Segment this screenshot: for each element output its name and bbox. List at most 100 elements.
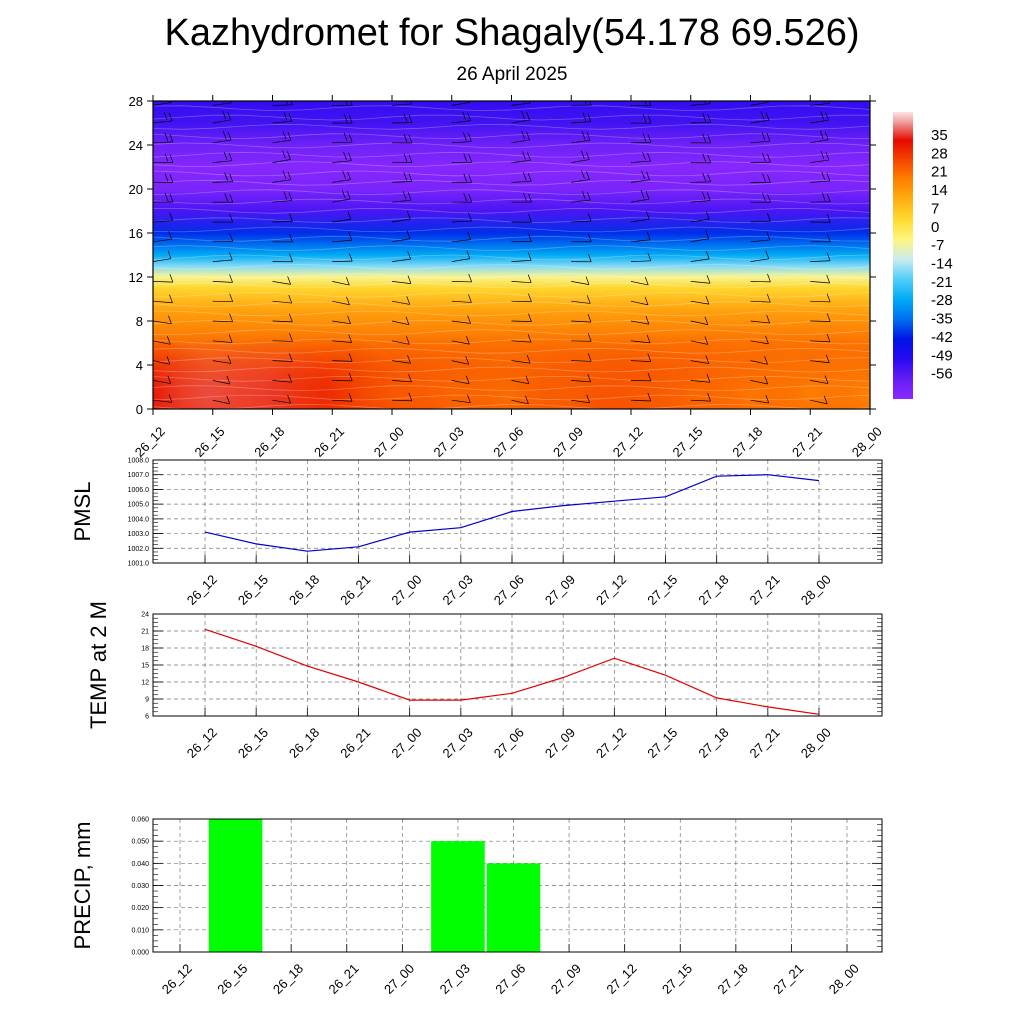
x-tick-label: 27_18	[729, 424, 765, 460]
y-tick-label: 24	[129, 138, 143, 153]
x-tick-label: 27_00	[388, 572, 424, 608]
x-tick-label: 28_00	[849, 424, 885, 460]
precip-bar	[486, 863, 541, 952]
x-tick-label: 27_12	[593, 572, 629, 608]
wind-barb	[451, 315, 471, 324]
wind-barb	[391, 296, 411, 305]
x-tick-label: 27_21	[789, 424, 825, 460]
wind-barb	[153, 294, 173, 304]
wind-barb	[212, 375, 231, 385]
wind-barb	[630, 190, 650, 203]
wind-barb	[571, 394, 591, 404]
wind-barb	[511, 110, 530, 124]
x-tick-label: 27_21	[747, 725, 783, 761]
contour-line	[153, 282, 870, 289]
wind-barb	[451, 153, 473, 163]
wind-barb	[630, 133, 652, 144]
wind-barb	[690, 336, 709, 345]
chart-subtitle: 26 April 2025	[456, 64, 568, 85]
contour-line	[153, 319, 870, 326]
wind-barb	[750, 111, 770, 124]
wind-barb	[332, 211, 352, 223]
precip-panel: 0.000 0.010 0.020 0.030 0.040 0.050 0.060 26_12…	[70, 817, 883, 997]
wind-barb	[272, 213, 293, 223]
x-tick-label: 27_18	[695, 725, 731, 761]
contour-line	[153, 179, 870, 186]
wind-barb	[332, 170, 351, 183]
colorbar-label: -21	[931, 274, 953, 291]
x-tick-label: 26_18	[270, 961, 306, 997]
wind-barb	[153, 231, 173, 243]
contour-line	[153, 385, 870, 392]
series-line	[204, 628, 820, 715]
contour-line	[153, 142, 870, 149]
wind-barb	[869, 281, 870, 282]
wind-barb	[332, 353, 353, 362]
contour-line	[153, 394, 870, 401]
x-tick-label: 26_21	[325, 961, 361, 997]
wind-barb	[451, 394, 471, 404]
wind-barb	[571, 170, 590, 183]
wind-barb	[571, 276, 590, 285]
wind-barb	[869, 360, 870, 361]
wind-barb	[750, 375, 769, 385]
x-tick-label: 28_00	[798, 572, 834, 608]
wind-barb	[391, 250, 412, 262]
x-tick-label: 27_09	[542, 572, 578, 608]
wind-barb	[571, 373, 592, 383]
x-tick-label: 28_00	[826, 961, 862, 997]
contour-line	[153, 254, 870, 261]
wind-barb	[511, 274, 532, 284]
wind-barb	[153, 273, 174, 283]
contour-line	[153, 366, 870, 373]
wind-barb	[391, 392, 413, 402]
y-axis-label: PRECIP, mm	[70, 822, 95, 950]
x-tick-label: 26_15	[191, 424, 227, 460]
x-tick-label: 27_06	[490, 424, 526, 460]
wind-barb	[750, 273, 771, 283]
x-tick-label: 26_15	[235, 725, 271, 761]
wind-barb	[869, 340, 870, 342]
x-tick-label: 27_12	[610, 424, 646, 460]
colorbar-label: -35	[931, 311, 953, 328]
wind-barb	[690, 296, 710, 305]
wind-barb	[212, 274, 233, 283]
wind-barb	[690, 133, 712, 144]
wind-barb	[750, 132, 771, 144]
y-tick-label: 16	[129, 226, 143, 241]
wind-barb	[451, 212, 472, 223]
x-tick-label: 27_21	[770, 961, 806, 997]
wind-barb	[212, 355, 232, 364]
wind-barb	[451, 375, 470, 385]
y-tick-label: 1003.0	[128, 531, 150, 538]
wind-barb	[690, 275, 711, 284]
wind-barb	[869, 221, 870, 222]
y-tick-label: 1006.0	[128, 487, 150, 494]
wind-barb	[391, 355, 411, 364]
x-tick-label: 27_03	[440, 572, 476, 608]
x-tick-label: 27_00	[388, 725, 424, 761]
wind-barb	[869, 122, 870, 123]
colorbar-label: -7	[931, 237, 944, 254]
y-tick-label: 24	[141, 612, 149, 619]
x-tick-label: 27_21	[747, 572, 783, 608]
wind-barb	[571, 131, 591, 144]
colorbar-label: -49	[931, 347, 953, 364]
x-tick-label: 27_09	[550, 424, 586, 460]
wind-barb	[869, 380, 870, 381]
y-tick-label: 0.030	[131, 883, 149, 890]
wind-barb	[511, 313, 532, 322]
wind-barb	[869, 162, 870, 163]
wind-barb	[810, 214, 831, 223]
x-tick-label: 27_03	[437, 961, 473, 997]
wind-barb	[810, 111, 829, 124]
colorbar-label: -42	[931, 329, 953, 346]
contour-line	[153, 189, 870, 196]
wind-barb	[272, 395, 291, 404]
contour-line	[153, 133, 870, 140]
wind-barb	[690, 211, 710, 223]
wind-barb	[272, 333, 293, 342]
colorbar-label: -56	[931, 366, 953, 383]
contour-line	[153, 105, 870, 112]
wind-barb	[810, 354, 830, 364]
